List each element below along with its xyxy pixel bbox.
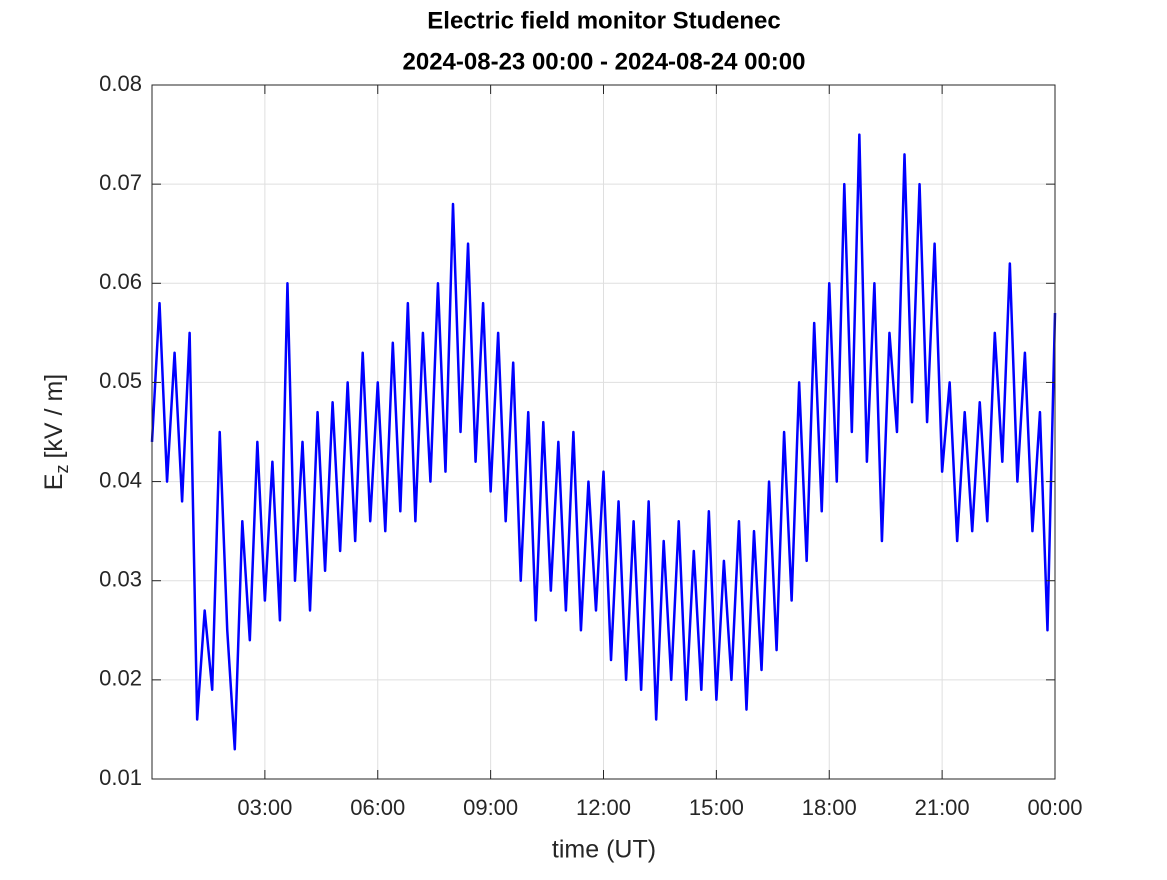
x-tick-label: 12:00 xyxy=(576,795,631,820)
y-tick-label: 0.04 xyxy=(99,467,142,492)
y-tick-label: 0.07 xyxy=(99,170,142,195)
data-line xyxy=(150,133,1057,751)
y-tick-label: 0.08 xyxy=(99,71,142,96)
y-tick-label: 0.01 xyxy=(99,765,142,790)
x-tick-label: 18:00 xyxy=(802,795,857,820)
x-tick-label: 00:00 xyxy=(1027,795,1082,820)
series xyxy=(150,133,1057,751)
x-tick-label: 03:00 xyxy=(237,795,292,820)
x-tick-label: 21:00 xyxy=(915,795,970,820)
x-tick-label: 06:00 xyxy=(350,795,405,820)
y-label-symbol: E xyxy=(40,474,68,491)
y-label-subscript: z xyxy=(52,465,72,474)
y-tick-label: 0.06 xyxy=(99,269,142,294)
y-tick-label: 0.02 xyxy=(99,666,142,691)
y-tick-label: 0.03 xyxy=(99,567,142,592)
chart-subtitle: 2024-08-23 00:00 - 2024-08-24 00:00 xyxy=(403,48,806,75)
chart-title: Electric field monitor Studenec xyxy=(427,7,780,34)
y-label-unit: [kV / m] xyxy=(40,374,68,459)
x-tick-label: 15:00 xyxy=(689,795,744,820)
y-tick-label: 0.05 xyxy=(99,368,142,393)
x-axis-label: time (UT) xyxy=(552,836,656,864)
ticks: 0.01 0.02 0.03 0.04 0.05 0.06 0.07 0.08 03:00 06:… xyxy=(99,71,1082,820)
y-axis-label: Ez [kV / m] xyxy=(40,374,72,490)
x-tick-label: 09:00 xyxy=(463,795,518,820)
